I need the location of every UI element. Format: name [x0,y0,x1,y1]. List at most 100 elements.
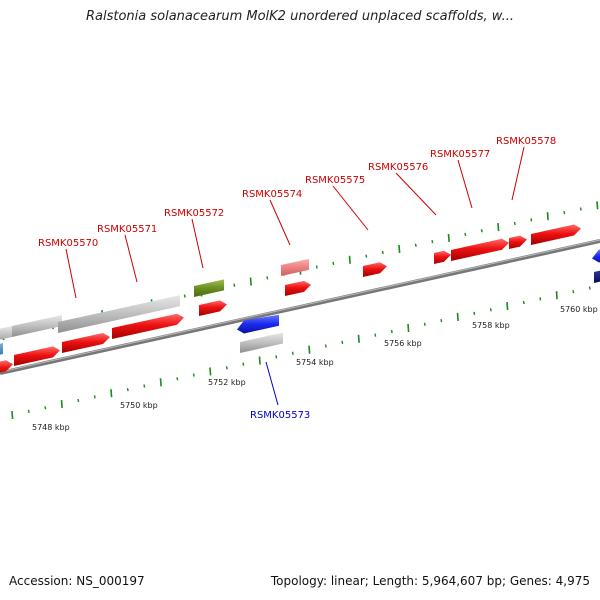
forward-gene [531,224,581,245]
upper-tick [266,276,269,280]
neutral-gene [0,325,12,340]
forward-leader-line [395,172,437,216]
scale-label: 5760 kbp [560,305,598,314]
forward-gene-label: RSMK05577 [430,149,490,160]
lower-tick [225,366,228,370]
lower-tick [374,333,377,337]
lower-tick [539,297,542,301]
lower-tick [423,322,426,326]
lower-tick [258,356,261,365]
scale-label: 5748 kbp [32,423,70,432]
map-title: Ralstonia solanacearum MolK2 unordered u… [85,9,514,24]
forward-gene-label: RSMK05576 [368,162,428,173]
forward-gene [509,235,527,249]
lower-tick [324,344,327,348]
upper-tick [315,265,318,269]
reverse-leader-line [265,361,279,406]
gene-labels: RSMK05570RSMK05571RSMK05572RSMK05574RSMK… [38,136,556,421]
lower-tick [308,345,311,354]
lower-tick [555,291,558,300]
upper-tick [480,229,483,233]
lower-tick [159,378,162,387]
forward-leader-line [332,185,369,231]
genome-backbone-highlight [0,239,600,373]
forward-gene-label: RSMK05571 [97,224,157,235]
lower-tick [390,329,393,334]
scale-label: 5752 kbp [208,378,246,387]
upper-tick [233,283,236,287]
upper-tick [332,261,335,266]
lower-tick [506,302,509,311]
partial-gene-blue [0,343,3,355]
lower-tick [192,373,195,377]
upper-tick [348,255,351,264]
green-gene [194,279,224,297]
forward-gene [434,250,451,264]
forward-gene-light [281,258,309,276]
forward-gene [363,262,387,277]
lower-tick [440,318,443,323]
forward-gene [14,346,60,366]
forward-gene-label: RSMK05574 [242,189,302,200]
genome-summary-text: Topology: linear; Length: 5,964,607 bp; … [270,574,590,588]
forward-leader-line [124,234,138,283]
lower-tick [93,395,96,399]
upper-tick [381,250,384,255]
gene-features [0,224,600,373]
scale-label: 5756 kbp [384,339,422,348]
upper-tick [183,294,186,298]
forward-gene-label: RSMK05570 [38,238,98,249]
forward-leader-line [191,218,204,269]
accession-text: Accession: NS_000197 [9,574,145,588]
reverse-gene-partial [592,249,600,263]
upper-tick [579,207,582,211]
lower-tick [489,308,492,312]
lower-tick [291,351,294,355]
lower-tick [126,387,129,392]
genome-backbone [0,239,600,375]
neutral-gene [240,332,283,353]
lower-tick [176,377,179,381]
forward-gene-label: RSMK05578 [496,136,556,147]
lower-tick [407,323,410,332]
upper-tick [513,221,516,226]
forward-gene [199,300,227,316]
neutral-gene [12,315,62,337]
forward-gene [112,313,184,339]
upper-tick [546,212,549,221]
lower-tick [209,367,212,376]
upper-tick [530,218,533,222]
forward-leader-line [511,146,525,201]
lower-ticks [11,286,591,420]
forward-gene-label: RSMK05575 [305,175,365,186]
upper-tick [398,244,401,253]
upper-tick [447,233,450,243]
neutral-gene [58,295,180,333]
lower-tick [275,355,278,359]
upper-tick [596,201,599,210]
forward-leader-line [269,199,291,246]
lower-tick [11,410,14,420]
scale-label: 5758 kbp [472,321,510,330]
lower-tick [242,362,245,366]
upper-tick [414,243,417,247]
lower-tick [572,289,575,294]
lower-tick [143,384,146,388]
upper-tick [365,254,368,258]
upper-tick [431,239,434,244]
scale-label: 5750 kbp [120,401,158,410]
forward-leader-line [65,248,77,299]
lower-tick [456,312,459,322]
upper-tick [497,223,500,232]
reverse-gene [237,314,279,334]
label-leader-lines [65,146,525,406]
lower-tick [588,286,591,290]
lower-tick [357,334,360,343]
lower-tick [27,409,30,414]
forward-leader-line [457,159,473,209]
lower-tick [77,398,80,403]
forward-gene [0,360,13,373]
lower-tick [522,300,525,305]
lower-tick [60,400,63,409]
